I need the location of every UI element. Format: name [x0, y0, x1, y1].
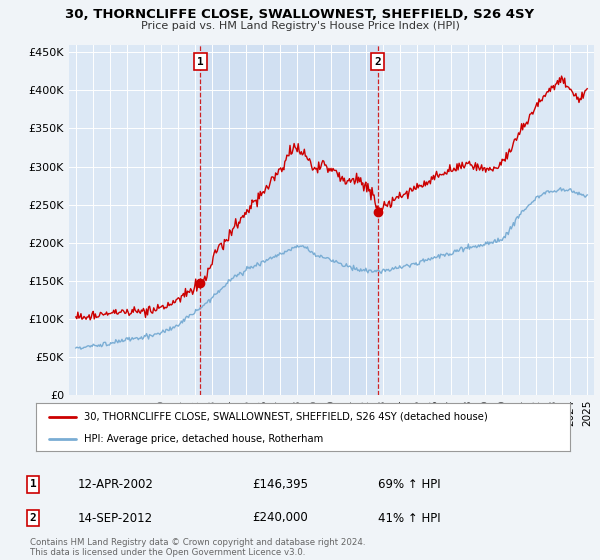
Text: £146,395: £146,395 [252, 478, 308, 491]
Text: 1: 1 [197, 57, 203, 67]
Text: 30, THORNCLIFFE CLOSE, SWALLOWNEST, SHEFFIELD, S26 4SY (detached house): 30, THORNCLIFFE CLOSE, SWALLOWNEST, SHEF… [84, 412, 488, 422]
Text: 2: 2 [374, 57, 381, 67]
Text: HPI: Average price, detached house, Rotherham: HPI: Average price, detached house, Roth… [84, 434, 323, 444]
Text: 1: 1 [29, 479, 37, 489]
Text: 2: 2 [29, 513, 37, 523]
Text: 12-APR-2002: 12-APR-2002 [78, 478, 154, 491]
Text: 69% ↑ HPI: 69% ↑ HPI [378, 478, 440, 491]
Text: 41% ↑ HPI: 41% ↑ HPI [378, 511, 440, 525]
Text: Price paid vs. HM Land Registry's House Price Index (HPI): Price paid vs. HM Land Registry's House … [140, 21, 460, 31]
Text: 30, THORNCLIFFE CLOSE, SWALLOWNEST, SHEFFIELD, S26 4SY: 30, THORNCLIFFE CLOSE, SWALLOWNEST, SHEF… [65, 8, 535, 21]
Text: £240,000: £240,000 [252, 511, 308, 525]
Text: Contains HM Land Registry data © Crown copyright and database right 2024.
This d: Contains HM Land Registry data © Crown c… [30, 538, 365, 557]
Text: 14-SEP-2012: 14-SEP-2012 [78, 511, 153, 525]
Bar [200, 45, 377, 395]
